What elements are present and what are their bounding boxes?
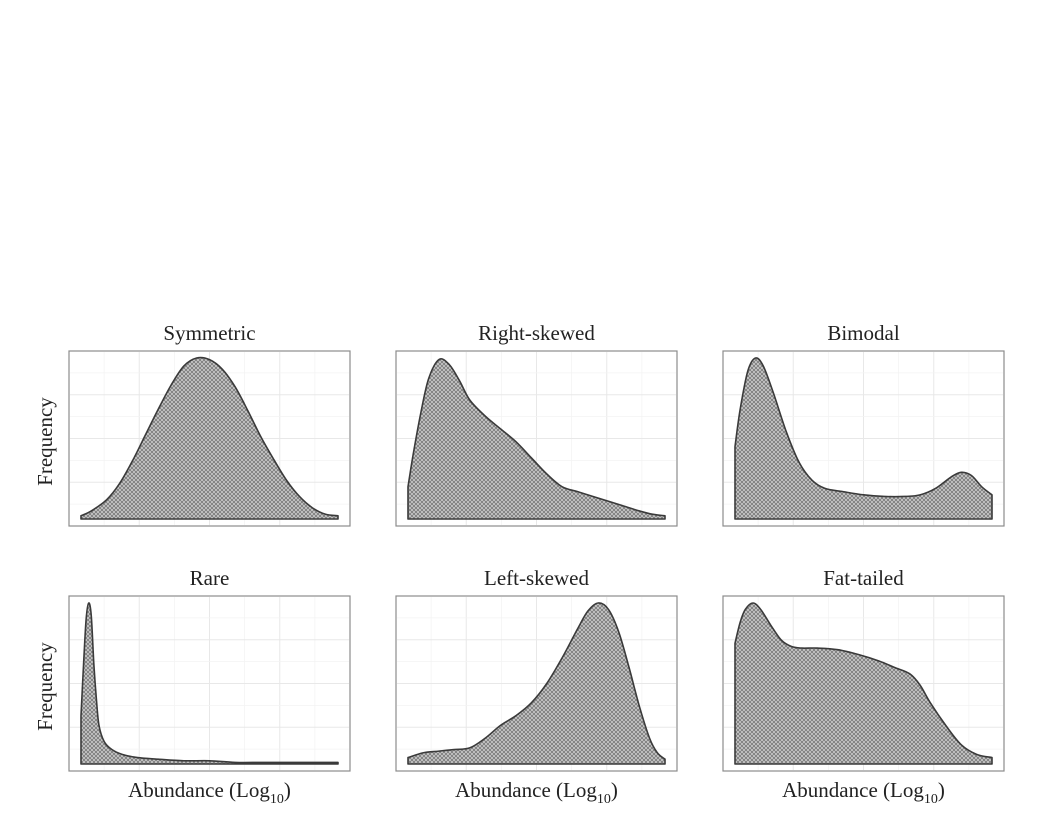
x-axis-label: Abundance (Log10) <box>455 778 618 807</box>
density-area-right-skewed <box>407 358 666 520</box>
panel-title-left-skewed: Left-skewed <box>484 566 589 590</box>
panel-right-skewed: Right-skewed <box>395 321 678 527</box>
x-axis-label-subscript: 10 <box>270 792 284 807</box>
x-axis-label-close: ) <box>284 778 291 802</box>
panel-fat-tailed: Fat-tailed <box>722 566 1005 772</box>
x-axis-label-subscript: 10 <box>597 792 611 807</box>
y-axis-label: Frequency <box>33 642 57 731</box>
x-axis-label-main: Abundance (Log <box>128 778 270 802</box>
panel-rare: Rare <box>68 566 351 772</box>
panel-title-symmetric: Symmetric <box>163 321 255 345</box>
density-area-symmetric <box>80 356 339 520</box>
panel-title-bimodal: Bimodal <box>827 321 899 345</box>
panel-symmetric: Symmetric <box>68 321 351 527</box>
x-axis-label-main: Abundance (Log <box>782 778 924 802</box>
x-axis-label-main: Abundance (Log <box>455 778 597 802</box>
density-area-rare <box>80 602 339 765</box>
y-axis-label: Frequency <box>33 397 57 486</box>
x-axis-label: Abundance (Log10) <box>128 778 291 807</box>
density-area-bimodal <box>734 357 993 520</box>
panel-bimodal: Bimodal <box>722 321 1005 527</box>
panel-title-rare: Rare <box>190 566 230 590</box>
x-axis-label-subscript: 10 <box>924 792 938 807</box>
x-axis-label-close: ) <box>611 778 618 802</box>
x-axis-label: Abundance (Log10) <box>782 778 945 807</box>
panel-left-skewed: Left-skewed <box>395 566 678 772</box>
gridlines <box>70 597 349 770</box>
density-area-fat-tailed <box>734 602 993 765</box>
panel-title-right-skewed: Right-skewed <box>478 321 595 345</box>
density-area-left-skewed <box>407 602 666 765</box>
x-axis-label-close: ) <box>938 778 945 802</box>
panel-title-fat-tailed: Fat-tailed <box>823 566 904 590</box>
